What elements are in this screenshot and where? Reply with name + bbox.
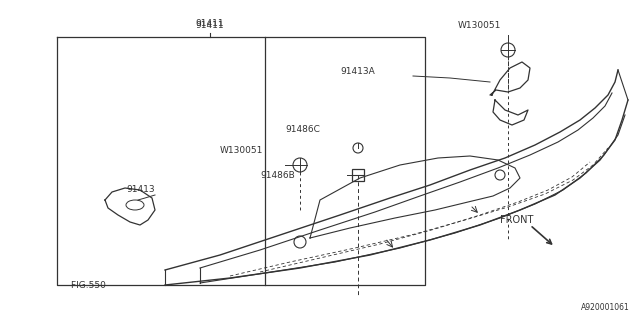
Text: W130051: W130051 (458, 21, 501, 30)
Text: 91413A: 91413A (340, 68, 375, 76)
Text: 91413: 91413 (126, 186, 155, 195)
Text: FRONT: FRONT (500, 215, 533, 225)
Text: 91411: 91411 (196, 19, 224, 28)
Text: W130051: W130051 (220, 146, 264, 155)
Text: 91486C: 91486C (285, 125, 320, 134)
Text: 91411: 91411 (196, 21, 224, 30)
Bar (352, 169, 364, 181)
Text: 91486B: 91486B (260, 171, 295, 180)
Text: —FIG.550—: —FIG.550— (63, 281, 116, 290)
Text: A920001061: A920001061 (581, 303, 630, 312)
